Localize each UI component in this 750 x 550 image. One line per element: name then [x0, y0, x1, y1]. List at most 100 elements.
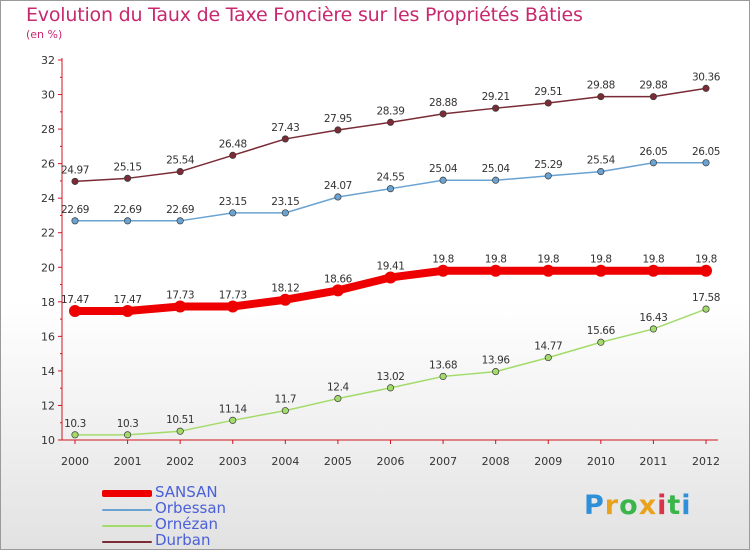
data-point-sansan — [226, 300, 239, 313]
data-label-orbessan: 25.04 — [482, 163, 511, 175]
data-point-sansan — [174, 300, 187, 313]
data-label-orbessan: 22.69 — [166, 204, 194, 216]
data-point-ornezan — [281, 407, 289, 415]
x-tick-label: 2011 — [639, 455, 667, 468]
logo-letter: i — [657, 490, 668, 521]
data-point-sansan — [384, 271, 397, 284]
legend-label: SANSAN — [155, 483, 218, 501]
data-label-durban: 24.97 — [61, 164, 89, 176]
data-label-sansan: 17.47 — [61, 294, 89, 306]
x-tick-label: 2001 — [114, 455, 142, 468]
x-tick-label: 2007 — [429, 455, 457, 468]
data-point-sansan — [489, 264, 502, 277]
data-label-ornezan: 17.58 — [692, 292, 720, 304]
legend-label: Ornézan — [155, 515, 219, 533]
data-point-durban — [597, 93, 605, 101]
data-label-durban: 29.88 — [587, 80, 615, 92]
data-label-ornezan: 10.3 — [64, 418, 86, 430]
series-line-durban — [74, 87, 707, 183]
legend-item-ornezan: Ornézan — [102, 515, 302, 533]
logo-letter: o — [619, 490, 639, 521]
x-tick-label: 2004 — [271, 455, 299, 468]
data-point-orbessan — [71, 217, 79, 225]
y-tick-label: 30 — [41, 89, 55, 102]
logo-letter: P — [584, 490, 605, 521]
data-point-ornezan — [439, 372, 447, 380]
data-label-ornezan: 13.68 — [429, 359, 457, 371]
data-point-durban — [71, 177, 79, 185]
y-tick-label: 28 — [41, 123, 55, 136]
y-tick-label: 14 — [41, 365, 55, 378]
y-tick-label: 24 — [41, 192, 55, 205]
data-point-sansan — [121, 304, 134, 317]
data-label-ornezan: 15.66 — [587, 325, 616, 337]
data-label-durban: 27.95 — [324, 113, 352, 125]
legend-label: Orbessan — [155, 499, 227, 517]
legend-item-orbessan: Orbessan — [102, 499, 302, 517]
data-point-sansan — [279, 293, 292, 306]
data-point-sansan — [437, 264, 450, 277]
data-label-ornezan: 13.96 — [482, 355, 511, 367]
data-point-ornezan — [386, 384, 395, 392]
data-label-ornezan: 11.14 — [219, 403, 248, 415]
data-label-ornezan: 10.51 — [166, 414, 194, 426]
data-point-orbessan — [649, 159, 657, 167]
legend-swatch — [102, 509, 152, 511]
data-label-orbessan: 22.69 — [61, 204, 89, 216]
data-point-ornezan — [597, 338, 605, 346]
data-label-durban: 30.36 — [692, 71, 721, 83]
y-tick-label: 16 — [41, 330, 55, 343]
data-label-orbessan: 23.15 — [219, 196, 247, 208]
data-point-orbessan — [544, 172, 552, 180]
data-point-orbessan — [176, 217, 184, 225]
data-label-sansan: 19.41 — [376, 260, 404, 272]
data-label-ornezan: 12.4 — [327, 382, 349, 394]
data-point-durban — [229, 151, 237, 159]
data-label-ornezan: 13.02 — [376, 371, 404, 383]
logo-letter: x — [638, 490, 658, 521]
data-point-sansan — [331, 284, 344, 297]
x-tick-label: 2012 — [692, 455, 720, 468]
data-point-ornezan — [702, 305, 710, 313]
data-point-orbessan — [386, 185, 395, 193]
data-label-orbessan: 22.69 — [114, 204, 142, 216]
data-label-ornezan: 16.43 — [639, 312, 667, 324]
y-tick-label: 22 — [41, 227, 55, 240]
data-label-sansan: 19.8 — [537, 254, 559, 266]
data-point-durban — [439, 110, 447, 118]
data-label-durban: 25.54 — [166, 155, 195, 167]
y-tick-label: 18 — [41, 296, 55, 309]
data-point-durban — [281, 135, 289, 143]
data-label-ornezan: 14.77 — [534, 341, 562, 353]
data-label-orbessan: 25.29 — [534, 159, 562, 171]
chart-title: Evolution du Taux de Taxe Foncière sur l… — [26, 4, 583, 26]
data-label-orbessan: 25.54 — [587, 155, 616, 167]
data-label-sansan: 18.66 — [324, 273, 353, 285]
data-label-sansan: 19.8 — [643, 254, 665, 266]
x-tick-label: 2009 — [534, 455, 562, 468]
data-label-orbessan: 25.04 — [429, 163, 458, 175]
legend-item-durban: Durban — [102, 531, 302, 549]
data-label-sansan: 19.8 — [590, 254, 612, 266]
y-tick-label: 12 — [41, 399, 55, 412]
data-point-durban — [176, 168, 184, 176]
x-tick-label: 2003 — [219, 455, 247, 468]
logo-letter: t — [667, 490, 682, 521]
data-point-ornezan — [492, 368, 500, 376]
data-point-orbessan — [492, 176, 500, 184]
data-label-durban: 28.88 — [429, 97, 457, 109]
legend-swatch — [102, 541, 152, 543]
logo-letter: r — [604, 490, 620, 521]
data-point-durban — [492, 104, 500, 112]
data-label-sansan: 19.8 — [432, 254, 454, 266]
data-point-durban — [334, 126, 342, 134]
y-tick-label: 32 — [41, 54, 55, 67]
data-label-durban: 29.21 — [482, 91, 510, 103]
data-point-sansan — [700, 264, 712, 277]
chart-subtitle: (en %) — [26, 28, 63, 41]
y-tick-label: 26 — [41, 158, 55, 171]
data-point-durban — [702, 84, 710, 92]
data-point-orbessan — [281, 209, 289, 217]
data-label-sansan: 19.8 — [695, 254, 717, 266]
data-point-sansan — [647, 264, 660, 277]
